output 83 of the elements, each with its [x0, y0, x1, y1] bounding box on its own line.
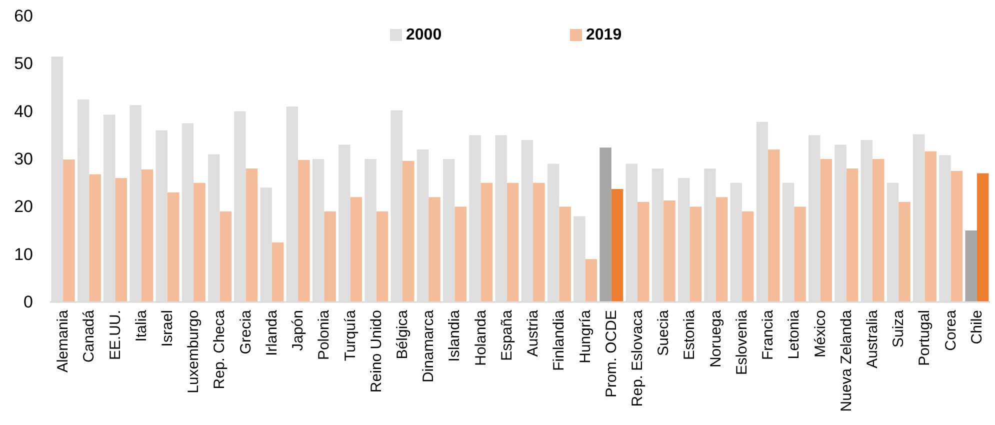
- x-tick-label: Rep. Checa: [211, 309, 228, 390]
- bar: [846, 168, 858, 302]
- x-tick-label: Japón: [290, 310, 307, 351]
- bar: [950, 170, 963, 302]
- x-tick-label: México: [812, 310, 829, 358]
- x-tick-label: Finlandia: [550, 309, 568, 371]
- bar: [246, 168, 258, 302]
- x-tick-label: Australia: [864, 309, 881, 368]
- bar: [585, 259, 598, 302]
- bar: [428, 197, 440, 302]
- bar: [965, 230, 977, 302]
- legend-label: 2000: [406, 26, 442, 44]
- x-tick-label: Noruega: [707, 309, 724, 368]
- bar: [350, 197, 362, 302]
- bar: [454, 206, 466, 302]
- y-tick-label: 0: [24, 292, 33, 312]
- bar: [376, 211, 388, 302]
- x-tick-label: Austria: [524, 309, 542, 357]
- bar: [976, 173, 989, 302]
- x-tick-label: Suecia: [655, 309, 672, 356]
- x-tick-label: Canadá: [80, 309, 98, 363]
- x-tick-label: Polonia: [316, 309, 333, 360]
- bar: [324, 211, 336, 302]
- bar: [63, 159, 75, 302]
- bar: [768, 149, 780, 302]
- bar: [298, 160, 310, 302]
- bar: [664, 200, 676, 302]
- y-tick-label: 20: [14, 197, 33, 216]
- x-tick-label: Letonia: [786, 309, 803, 360]
- legend-label: 2019: [586, 26, 622, 44]
- x-tick-label: Italia: [132, 309, 150, 342]
- x-tick-label: Reino Unido: [368, 310, 385, 393]
- bar: [89, 174, 101, 302]
- x-tick-label: Corea: [942, 309, 960, 351]
- x-tick-label: Rep. Eslovaca: [629, 309, 646, 407]
- x-tick-label: Luxemburgo: [185, 310, 202, 394]
- x-tick-label: Alemania: [54, 309, 72, 373]
- bar: [898, 202, 910, 302]
- x-tick-label: Prom. OCDE: [602, 310, 620, 398]
- bar: [168, 192, 180, 302]
- bar: [794, 206, 806, 302]
- bar: [872, 159, 884, 302]
- x-tick-label: Nueva Zelanda: [838, 309, 855, 412]
- bar: [742, 211, 754, 302]
- x-tick-label: Israel: [159, 310, 176, 347]
- bar: [716, 197, 728, 302]
- y-tick-label: 10: [14, 244, 33, 264]
- bar: [141, 169, 154, 302]
- bar: [480, 182, 493, 302]
- x-tick-label: Irlanda: [263, 309, 280, 356]
- x-tick-label: Grecia: [237, 309, 254, 354]
- bar: [506, 182, 519, 302]
- y-tick-label: 40: [14, 102, 33, 121]
- x-tick-label: Turquía: [342, 309, 359, 362]
- bar: [272, 242, 284, 302]
- bar: [600, 148, 612, 302]
- bar: [611, 189, 624, 302]
- x-tick-label: Francia: [760, 309, 777, 360]
- x-tick-label: Dinamarca: [420, 309, 438, 383]
- y-tick-label: 50: [14, 54, 33, 74]
- x-tick-label: España: [498, 309, 516, 361]
- bar: [559, 206, 571, 302]
- bar: [115, 178, 128, 302]
- x-tick-label: EE.UU.: [106, 310, 124, 360]
- bar: [220, 211, 232, 302]
- x-tick-label: Holanda: [472, 309, 490, 366]
- bar: [690, 206, 702, 302]
- y-tick-label: 30: [14, 150, 33, 168]
- x-tick-label: Chile: [968, 310, 986, 344]
- bar: [820, 159, 832, 302]
- x-tick-label: Hungría: [576, 309, 594, 364]
- x-tick-label: Islandia: [446, 309, 464, 362]
- bar: [924, 151, 936, 302]
- x-tick-label: Estonia: [681, 309, 698, 360]
- bar: [638, 202, 650, 302]
- y-tick-label: 60: [14, 6, 33, 26]
- bar: [194, 182, 206, 302]
- x-tick-label: Eslovenia: [733, 309, 750, 376]
- bar: [533, 182, 545, 302]
- x-tick-label: Bélgica: [394, 309, 411, 360]
- x-tick-label: Suiza: [890, 309, 908, 348]
- x-tick-label: Portugal: [916, 310, 934, 366]
- bar: [402, 160, 414, 302]
